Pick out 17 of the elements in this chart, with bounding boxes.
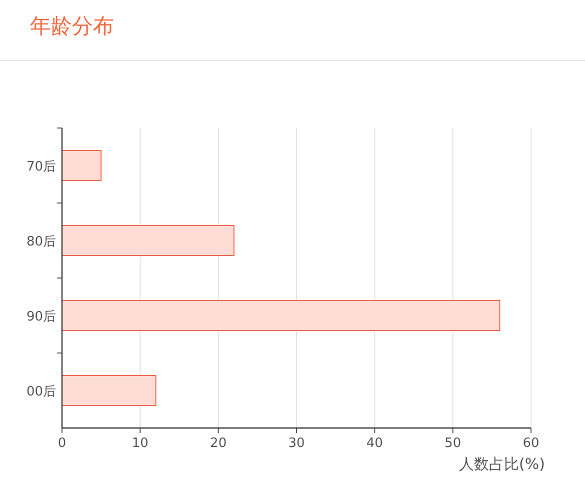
y-tick-label: 00后 <box>26 384 56 400</box>
y-tick-label: 80后 <box>26 234 56 250</box>
bar <box>62 300 500 331</box>
bar <box>62 150 102 181</box>
chart-title: 年龄分布 <box>30 14 114 38</box>
bar <box>62 375 156 406</box>
x-tick-label: 20 <box>210 436 227 451</box>
x-tick-label: 0 <box>58 436 66 451</box>
x-tick-label: 40 <box>366 436 383 451</box>
x-axis-title: 人数占比(%) <box>459 455 545 473</box>
y-tick-label: 70后 <box>26 160 56 174</box>
bar <box>62 225 234 256</box>
x-tick-label: 30 <box>288 436 305 451</box>
x-tick-label: 10 <box>132 436 148 451</box>
y-tick-label: 90后 <box>26 310 56 324</box>
x-tick-label: 60 <box>522 436 540 451</box>
x-tick-label: 50 <box>444 436 462 451</box>
